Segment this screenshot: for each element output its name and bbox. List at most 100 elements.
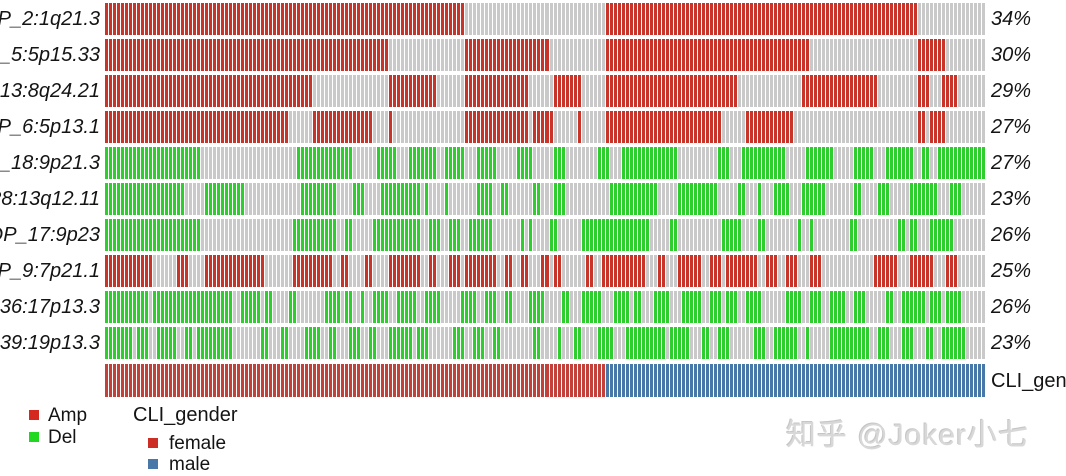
sample-cell-A: [405, 3, 409, 35]
sample-cell-N: [737, 75, 741, 107]
sample-cell-A: [117, 39, 121, 71]
sample-cell-D: [453, 327, 457, 359]
sample-cell-D: [149, 183, 153, 215]
sample-cell-N: [521, 327, 525, 359]
sample-cell-D: [417, 147, 421, 179]
sample-cell-D: [933, 219, 937, 251]
sample-cell-N: [981, 39, 985, 71]
sample-cell-N: [353, 255, 357, 287]
sample-cell-D: [141, 327, 145, 359]
sample-cell-N: [845, 111, 849, 143]
sample-cell-D: [597, 291, 601, 323]
sample-cell-N: [349, 183, 353, 215]
sample-cell-A: [269, 75, 273, 107]
sample-cell-A: [245, 255, 249, 287]
sample-cell-N: [461, 255, 465, 287]
sample-cell-D: [209, 327, 213, 359]
sample-cell-N: [969, 255, 973, 287]
sample-cell-D: [605, 327, 609, 359]
sample-cell-A: [661, 39, 665, 71]
sample-cell-D: [669, 219, 673, 251]
sample-cell-A: [705, 39, 709, 71]
sample-cell-N: [585, 111, 589, 143]
sample-cell-D: [125, 147, 129, 179]
sample-cell-A: [929, 255, 933, 287]
sample-cell-N: [813, 39, 817, 71]
sample-cell-F: [573, 364, 577, 397]
sample-cell-N: [669, 291, 673, 323]
sample-cell-N: [929, 3, 933, 35]
sample-cell-N: [881, 75, 885, 107]
sample-cell-F: [381, 364, 385, 397]
sample-cell-A: [629, 111, 633, 143]
sample-cell-M: [717, 364, 721, 397]
sample-cell-A: [257, 3, 261, 35]
sample-cell-N: [473, 3, 477, 35]
sample-cell-M: [661, 364, 665, 397]
sample-cell-N: [873, 219, 877, 251]
sample-cell-A: [157, 75, 161, 107]
sample-cell-N: [861, 111, 865, 143]
sample-cell-N: [181, 327, 185, 359]
sample-cell-D: [921, 291, 925, 323]
sample-cell-D: [161, 147, 165, 179]
sample-cell-N: [273, 183, 277, 215]
sample-cell-N: [541, 327, 545, 359]
sample-cell-D: [685, 183, 689, 215]
sample-cell-A: [685, 39, 689, 71]
sample-cell-D: [925, 147, 929, 179]
sample-cell-N: [373, 255, 377, 287]
sample-cell-A: [357, 111, 361, 143]
sample-cell-D: [113, 327, 116, 359]
sample-cell-N: [733, 147, 737, 179]
sample-cell-D: [713, 291, 717, 323]
sample-cell-D: [917, 183, 921, 215]
sample-cell-N: [925, 291, 929, 323]
sample-cell-A: [285, 3, 289, 35]
sample-cell-A: [169, 111, 173, 143]
sample-cell-D: [589, 291, 593, 323]
sample-cell-N: [837, 219, 841, 251]
sample-cell-N: [497, 255, 501, 287]
sample-cell-N: [553, 39, 557, 71]
sample-cell-N: [597, 39, 601, 71]
sample-cell-A: [225, 3, 229, 35]
sample-cell-N: [869, 327, 873, 359]
sample-cell-A: [521, 39, 525, 71]
sample-cell-D: [529, 291, 533, 323]
sample-cell-A: [729, 3, 733, 35]
sample-cell-F: [113, 364, 116, 397]
sample-cell-A: [649, 75, 653, 107]
sample-cell-A: [465, 255, 469, 287]
heatmap-row-AP_13:8q24.21: [105, 75, 985, 107]
sample-cell-N: [593, 3, 597, 35]
sample-cell-D: [757, 183, 761, 215]
sample-cell-D: [289, 291, 293, 323]
sample-cell-D: [461, 327, 465, 359]
heatmap-row-DP_36:17p13.3: [105, 291, 985, 323]
sample-cell-A: [877, 255, 881, 287]
sample-cell-A: [641, 75, 645, 107]
sample-cell-N: [969, 183, 973, 215]
sample-cell-D: [909, 183, 913, 215]
sample-cell-F: [421, 364, 425, 397]
sample-cell-A: [501, 39, 505, 71]
sample-cell-A: [425, 3, 429, 35]
sample-cell-D: [597, 219, 601, 251]
sample-cell-N: [437, 147, 441, 179]
sample-cell-M: [733, 364, 737, 397]
sample-cell-D: [325, 147, 329, 179]
sample-cell-N: [573, 111, 577, 143]
sample-cell-N: [361, 327, 365, 359]
sample-cell-N: [845, 183, 849, 215]
sample-cell-N: [829, 39, 833, 71]
sample-cell-A: [661, 75, 665, 107]
sample-cell-N: [785, 75, 789, 107]
sample-cell-A: [221, 3, 225, 35]
sample-cell-N: [421, 111, 425, 143]
sample-cell-N: [765, 291, 769, 323]
sample-cell-F: [477, 364, 481, 397]
sample-cell-A: [669, 39, 673, 71]
sample-cell-A: [637, 255, 641, 287]
sample-cell-N: [537, 147, 541, 179]
